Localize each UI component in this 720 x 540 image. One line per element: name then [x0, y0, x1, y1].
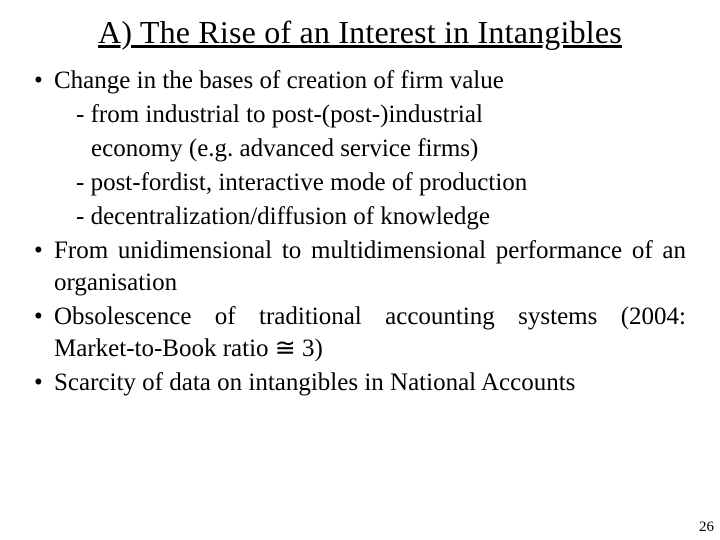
bullet-dot: •: [34, 367, 54, 399]
bullet-item: • Scarcity of data on intangibles in Nat…: [34, 367, 686, 399]
page-number: 26: [699, 519, 714, 536]
bullet-dot: •: [34, 235, 54, 299]
sub-item-continuation: economy (e.g. advanced service firms): [34, 133, 686, 165]
bullet-text: Change in the bases of creation of firm …: [54, 65, 686, 97]
sub-item: - decentralization/diffusion of knowledg…: [34, 201, 686, 233]
slide: A) The Rise of an Interest in Intangible…: [0, 0, 720, 540]
sub-item: - from industrial to post-(post-)industr…: [34, 99, 686, 131]
sub-item: - post-fordist, interactive mode of prod…: [34, 167, 686, 199]
bullet-item: • Change in the bases of creation of fir…: [34, 65, 686, 97]
bullet-text: From unidimensional to multidimensional …: [54, 235, 686, 299]
bullet-text: Obsolescence of traditional accounting s…: [54, 301, 686, 365]
bullet-dot: •: [34, 301, 54, 365]
slide-body: • Change in the bases of creation of fir…: [0, 61, 720, 399]
bullet-item: • Obsolescence of traditional accounting…: [34, 301, 686, 365]
bullet-item: • From unidimensional to multidimensiona…: [34, 235, 686, 299]
slide-title: A) The Rise of an Interest in Intangible…: [0, 0, 720, 61]
bullet-dot: •: [34, 65, 54, 97]
bullet-text: Scarcity of data on intangibles in Natio…: [54, 367, 686, 399]
